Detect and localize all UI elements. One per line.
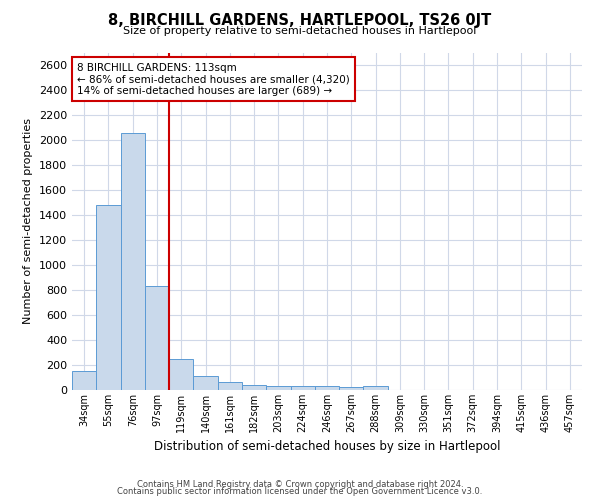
Y-axis label: Number of semi-detached properties: Number of semi-detached properties xyxy=(23,118,34,324)
Text: Size of property relative to semi-detached houses in Hartlepool: Size of property relative to semi-detach… xyxy=(124,26,476,36)
Bar xyxy=(339,387,364,390)
Bar xyxy=(96,205,121,390)
Text: Contains HM Land Registry data © Crown copyright and database right 2024.: Contains HM Land Registry data © Crown c… xyxy=(137,480,463,489)
Bar xyxy=(266,386,290,390)
Bar xyxy=(121,132,145,390)
Bar xyxy=(218,382,242,390)
Text: 8, BIRCHILL GARDENS, HARTLEPOOL, TS26 0JT: 8, BIRCHILL GARDENS, HARTLEPOOL, TS26 0J… xyxy=(109,12,491,28)
Bar xyxy=(364,386,388,390)
Bar xyxy=(315,386,339,390)
Bar xyxy=(290,386,315,390)
Bar xyxy=(72,371,96,390)
Bar xyxy=(145,286,169,390)
Bar xyxy=(169,359,193,390)
Bar xyxy=(193,376,218,390)
X-axis label: Distribution of semi-detached houses by size in Hartlepool: Distribution of semi-detached houses by … xyxy=(154,440,500,454)
Text: Contains public sector information licensed under the Open Government Licence v3: Contains public sector information licen… xyxy=(118,487,482,496)
Bar xyxy=(242,385,266,390)
Text: 8 BIRCHILL GARDENS: 113sqm
← 86% of semi-detached houses are smaller (4,320)
14%: 8 BIRCHILL GARDENS: 113sqm ← 86% of semi… xyxy=(77,62,350,96)
